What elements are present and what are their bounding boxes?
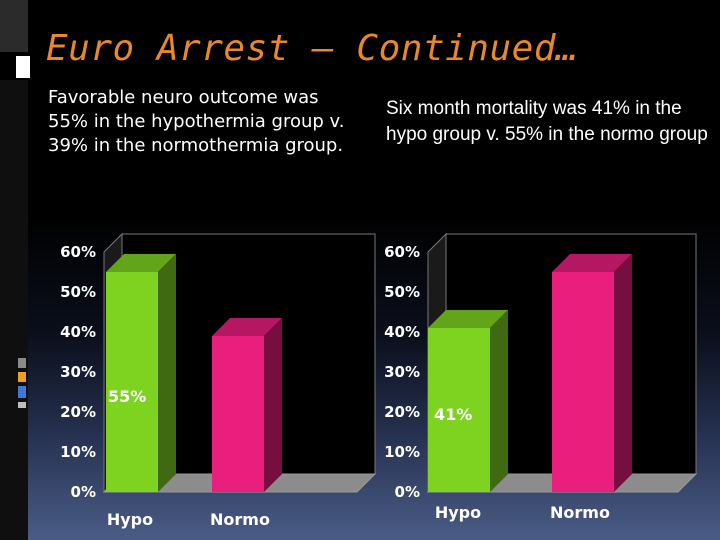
right-body-text: Six month mortality was 41% in the hypo … xyxy=(386,98,708,145)
chart-1-y-tick-label: 20% xyxy=(60,403,96,421)
slide-title: Euro Arrest – Continued… xyxy=(46,28,579,69)
chart-2-bar-top xyxy=(552,254,632,272)
accent-bar xyxy=(18,386,26,398)
left-body-text: Favorable neuro outcome was 55% in the h… xyxy=(48,87,345,156)
chart-1-y-tick-label: 40% xyxy=(60,323,96,341)
accent-bar xyxy=(18,402,26,408)
chart-2-y-tick-label: 0% xyxy=(395,483,420,501)
chart-1-y-tick-label: 60% xyxy=(60,243,96,261)
chart-1-y-tick-label: 10% xyxy=(60,443,96,461)
chart-2-bar xyxy=(552,272,614,492)
chart-2-category-label: Normo xyxy=(550,503,610,522)
accent-bar xyxy=(18,358,26,368)
chart-2-data-label: 41% xyxy=(434,405,472,424)
chart-1-y-tick-label: 50% xyxy=(60,283,96,301)
chart-1-data-label: 39% xyxy=(218,418,256,437)
chart-2-bar xyxy=(428,328,490,492)
chart-2-bar-top xyxy=(428,310,508,328)
chart-1-data-label: 55% xyxy=(108,387,146,406)
accent-bar xyxy=(16,56,30,78)
chart-2-category-label: Hypo xyxy=(435,503,481,522)
chart-2-y-tick-label: 10% xyxy=(384,443,420,461)
chart-1-category-label: Hypo xyxy=(107,510,153,529)
accent-bar xyxy=(0,0,28,52)
chart-2-y-tick-label: 30% xyxy=(384,363,420,381)
chart-1-bar-side xyxy=(158,254,176,492)
chart-1-y-tick-label: 30% xyxy=(60,363,96,381)
chart-2-y-tick-label: 50% xyxy=(384,283,420,301)
chart-1-bar-side xyxy=(264,318,282,492)
chart-2-bar-side xyxy=(614,254,632,492)
chart-1-bar-top xyxy=(106,254,176,272)
chart-2-y-tick-label: 60% xyxy=(384,243,420,261)
chart-1-y-tick-label: 0% xyxy=(71,483,96,501)
chart-2-y-tick-label: 40% xyxy=(384,323,420,341)
chart-1-category-label: Normo xyxy=(210,510,270,529)
accent-bar xyxy=(0,80,28,540)
accent-bar xyxy=(18,372,26,382)
chart-1-bar xyxy=(106,272,158,492)
chart-1-bar xyxy=(212,336,264,492)
chart-2-y-tick-label: 20% xyxy=(384,403,420,421)
chart-2-bar-side xyxy=(490,310,508,492)
chart-1-bar-top xyxy=(212,318,282,336)
chart-2-data-label: 55% xyxy=(556,381,594,400)
